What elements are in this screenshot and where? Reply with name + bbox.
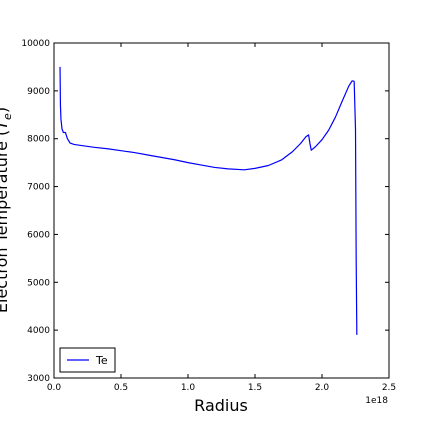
y-axis-label: Electron Temperature (Te)	[0, 107, 14, 313]
x-tick-label: 0.0	[47, 383, 62, 393]
y-tick-label: 4000	[27, 326, 50, 336]
legend: Te	[59, 347, 116, 373]
y-tick-label: 6000	[27, 230, 50, 240]
tick-marks	[53, 42, 390, 379]
y-tick-label: 3000	[27, 374, 50, 384]
x-tick-label: 1.5	[248, 383, 262, 393]
y-tick-label: 8000	[27, 135, 50, 145]
x-tick-labels: 0.0 0.5 1.0 1.5 2.0 2.5	[47, 383, 396, 393]
x-offset-label: 1e18	[365, 396, 388, 406]
plot-frame	[53, 42, 390, 379]
series-layer	[59, 66, 358, 335]
x-tick-label: 2.5	[382, 383, 396, 393]
y-tick-labels: 3000 4000 5000 6000 7000 8000 9000 10000	[21, 39, 50, 384]
y-tick-label: 7000	[27, 183, 50, 193]
series-line-te	[59, 66, 358, 335]
x-tick-label: 0.5	[114, 383, 128, 393]
legend-label-te: Te	[95, 354, 108, 367]
y-tick-label: 5000	[27, 278, 50, 288]
x-tick-label: 1.0	[181, 383, 196, 393]
x-tick-label: 2.0	[315, 383, 330, 393]
y-tick-label: 10000	[21, 39, 50, 49]
y-tick-label: 9000	[27, 87, 50, 97]
x-axis-label: Radius	[194, 396, 248, 415]
